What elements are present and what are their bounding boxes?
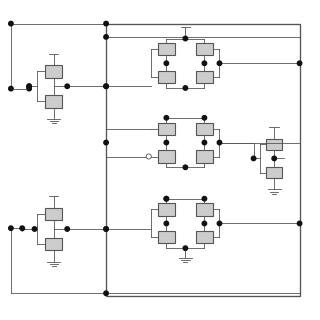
Bar xyxy=(196,123,213,135)
Bar xyxy=(45,238,62,251)
Circle shape xyxy=(146,154,151,159)
Circle shape xyxy=(217,140,222,145)
Circle shape xyxy=(9,226,13,230)
Bar xyxy=(158,231,175,244)
Circle shape xyxy=(183,165,188,170)
Bar xyxy=(196,231,213,244)
Circle shape xyxy=(164,196,169,201)
Circle shape xyxy=(202,196,207,201)
Circle shape xyxy=(202,61,207,66)
Circle shape xyxy=(217,221,222,226)
Circle shape xyxy=(217,61,222,66)
Circle shape xyxy=(65,84,69,88)
Circle shape xyxy=(104,227,108,231)
Circle shape xyxy=(32,227,37,231)
Circle shape xyxy=(104,84,108,88)
Circle shape xyxy=(183,86,188,90)
Bar xyxy=(196,71,213,83)
Circle shape xyxy=(9,86,13,91)
Bar xyxy=(158,71,175,83)
Bar xyxy=(106,24,300,296)
Circle shape xyxy=(104,140,108,145)
Circle shape xyxy=(104,84,108,88)
Circle shape xyxy=(183,36,188,41)
Bar xyxy=(266,139,282,150)
Bar xyxy=(158,43,175,55)
Circle shape xyxy=(202,140,207,145)
Circle shape xyxy=(164,61,169,66)
Circle shape xyxy=(202,116,207,120)
Circle shape xyxy=(297,61,302,66)
Bar xyxy=(158,204,175,215)
Circle shape xyxy=(183,246,188,251)
Bar xyxy=(158,150,175,163)
Circle shape xyxy=(164,116,169,120)
Circle shape xyxy=(104,35,108,39)
Circle shape xyxy=(164,196,169,201)
Bar xyxy=(266,167,282,178)
Circle shape xyxy=(27,84,31,88)
Circle shape xyxy=(251,156,256,161)
Bar xyxy=(45,95,62,108)
Circle shape xyxy=(27,84,31,88)
Bar xyxy=(45,65,62,77)
Circle shape xyxy=(202,221,207,226)
Bar xyxy=(196,204,213,215)
Circle shape xyxy=(20,226,24,230)
Bar xyxy=(196,150,213,163)
Circle shape xyxy=(65,227,69,231)
Circle shape xyxy=(9,21,13,26)
Circle shape xyxy=(104,21,108,26)
Circle shape xyxy=(164,221,169,226)
Bar xyxy=(196,43,213,55)
Circle shape xyxy=(27,86,31,91)
Circle shape xyxy=(104,291,108,295)
Circle shape xyxy=(164,140,169,145)
Circle shape xyxy=(297,221,302,226)
Bar xyxy=(45,208,62,220)
Circle shape xyxy=(272,156,276,161)
Bar xyxy=(158,123,175,135)
Circle shape xyxy=(104,227,108,231)
